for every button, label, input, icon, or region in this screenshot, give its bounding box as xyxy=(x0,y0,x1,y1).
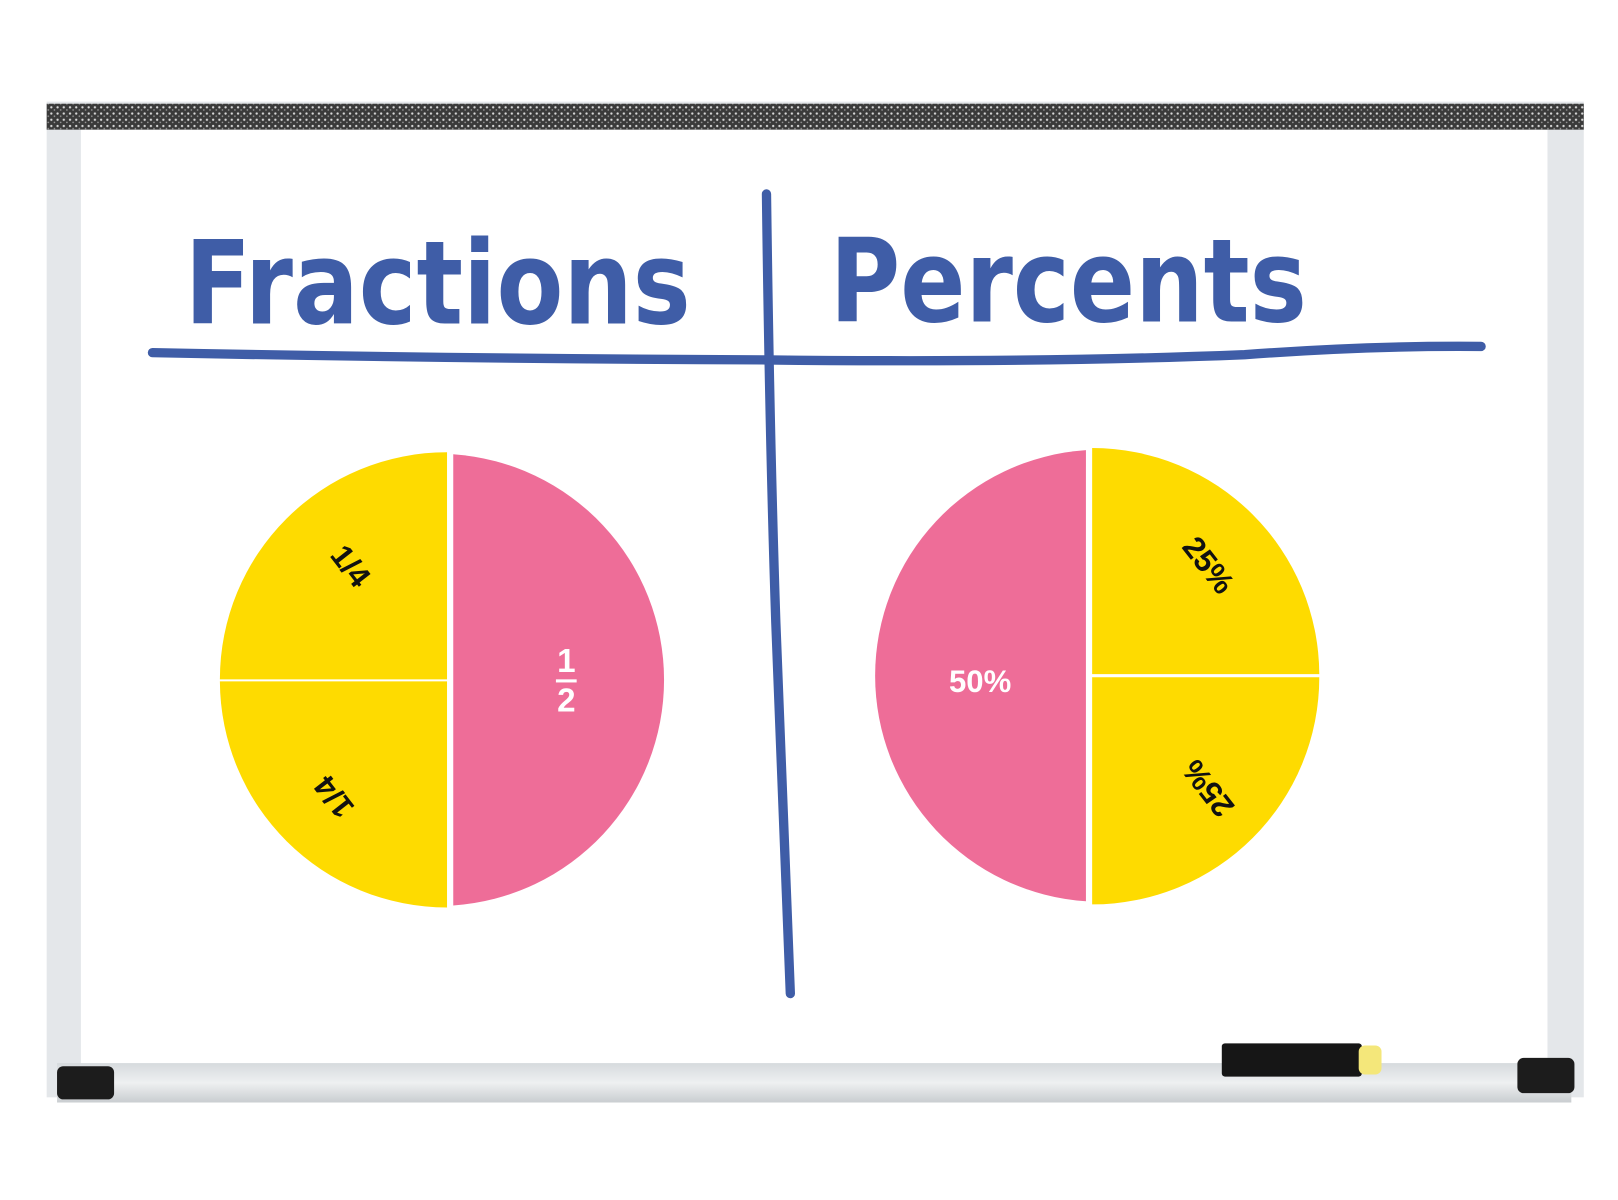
tray-end-cap-left xyxy=(57,1066,115,1100)
label-half: 50% xyxy=(949,664,1011,699)
quarter-piece-top[interactable] xyxy=(1092,448,1320,675)
fraction-bar xyxy=(555,679,577,683)
quarter-piece-bottom[interactable] xyxy=(219,681,448,908)
cork-strip xyxy=(46,103,1584,130)
label-half-numerator: 1 xyxy=(557,643,575,680)
heading-fractions: Fractions xyxy=(185,217,691,352)
heading-percents: Percents xyxy=(830,215,1307,350)
quarter-piece-top[interactable] xyxy=(219,452,448,680)
fractions-circle: 1/4 1/4 1 2 xyxy=(219,452,665,908)
horizontal-divider-line xyxy=(147,341,1486,366)
tray-end-cap-right xyxy=(1517,1057,1575,1094)
label-half-denominator: 2 xyxy=(557,682,575,719)
half-piece[interactable] xyxy=(875,450,1086,902)
quarter-piece-bottom[interactable] xyxy=(1092,677,1320,905)
marker[interactable] xyxy=(1221,1043,1382,1077)
percents-circle: 50% 25% 25% xyxy=(875,448,1320,905)
vertical-divider-line xyxy=(761,189,795,999)
